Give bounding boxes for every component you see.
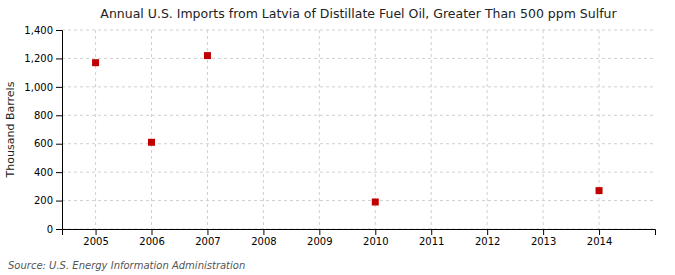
point xyxy=(92,59,99,66)
y-tick: 600 xyxy=(34,138,62,149)
point xyxy=(204,52,211,59)
y-tick-mark xyxy=(56,172,62,173)
x-tick: 2005 xyxy=(83,229,108,247)
y-tick-label: 200 xyxy=(34,195,53,206)
y-axis: 0 200 400 600 800 1,000 1,200 1,400 xyxy=(24,25,62,235)
grid-line-y xyxy=(62,172,655,173)
y-tick-label: 400 xyxy=(34,167,53,178)
grid-line-x xyxy=(487,30,488,229)
grid-line-y xyxy=(62,30,655,31)
grid-line-y xyxy=(62,115,655,116)
x-tick-mark xyxy=(319,229,320,235)
y-tick-mark xyxy=(56,30,62,31)
y-axis-line xyxy=(56,31,63,230)
y-tick: 1,400 xyxy=(24,25,62,36)
x-tick: 2011 xyxy=(419,229,444,247)
x-tick-mark xyxy=(152,229,153,235)
grid-line-y xyxy=(62,86,655,87)
x-tick: 2014 xyxy=(587,229,612,247)
grid-line-y xyxy=(62,58,655,59)
y-tick-mark xyxy=(56,87,62,88)
y-tick: 400 xyxy=(34,167,62,178)
x-tick-label: 2007 xyxy=(195,236,220,247)
chart: 2005 2006 2007 2008 2009 2010 2011 2012 2013 2014… xyxy=(0,0,675,275)
y-tick-mark xyxy=(56,144,62,145)
x-tick: 2008 xyxy=(251,229,276,247)
x-axis: 2005 2006 2007 2008 2009 2010 2011 2012 2013 2014 xyxy=(63,229,656,247)
grid-line-x xyxy=(263,30,264,229)
grid-line-x xyxy=(431,30,432,229)
y-tick-mark xyxy=(56,115,62,116)
point xyxy=(596,187,603,194)
grid xyxy=(62,30,655,229)
y-tick: 0 xyxy=(47,224,62,235)
y-tick-mark xyxy=(56,58,62,59)
y-axis-label: Thousand Barrels xyxy=(4,81,17,178)
grid-line-x xyxy=(319,30,320,229)
y-tick: 1,200 xyxy=(24,53,62,64)
y-tick: 200 xyxy=(34,195,62,206)
y-tick-label: 600 xyxy=(34,138,53,149)
x-tick: 2006 xyxy=(139,229,164,247)
y-tick-label: 1,000 xyxy=(24,82,53,93)
x-tick-label: 2014 xyxy=(587,236,612,247)
x-tick-label: 2006 xyxy=(139,236,164,247)
x-tick: 2013 xyxy=(531,229,556,247)
x-tick-mark xyxy=(96,229,97,235)
y-tick-label: 1,400 xyxy=(24,25,53,36)
grid-line-x xyxy=(151,30,152,229)
y-tick-label: 1,200 xyxy=(24,53,53,64)
x-tick-label: 2005 xyxy=(83,236,108,247)
points xyxy=(92,52,602,205)
y-tick-mark xyxy=(56,229,62,230)
x-tick-label: 2009 xyxy=(307,236,332,247)
point xyxy=(148,139,155,146)
y-tick-label: 0 xyxy=(47,224,53,235)
x-tick: 2010 xyxy=(363,229,388,247)
x-tick-mark xyxy=(263,229,264,235)
x-tick-mark xyxy=(543,229,544,235)
x-tick: 2012 xyxy=(475,229,500,247)
x-tick-mark xyxy=(375,229,376,235)
x-tick-mark xyxy=(599,229,600,235)
annotation: Source: U.S. Energy Information Administ… xyxy=(8,260,245,271)
x-axis-line xyxy=(63,230,656,236)
x-tick-label: 2010 xyxy=(363,236,388,247)
x-tick-label: 2008 xyxy=(251,236,276,247)
y-tick: 1,000 xyxy=(24,82,62,93)
grid-line-x xyxy=(599,30,600,229)
x-tick-label: 2011 xyxy=(419,236,444,247)
x-tick-mark xyxy=(431,229,432,235)
y-tick: 800 xyxy=(34,110,62,121)
x-tick: 2009 xyxy=(307,229,332,247)
plot: 2005 2006 2007 2008 2009 2010 2011 2012 2013 2014… xyxy=(24,25,655,247)
x-tick-mark xyxy=(487,229,488,235)
y-tick-label: 800 xyxy=(34,110,53,121)
grid-line-y xyxy=(62,200,655,201)
x-tick-mark xyxy=(207,229,208,235)
grid-line-x xyxy=(207,30,208,229)
x-tick: 2007 xyxy=(195,229,220,247)
x-tick-label: 2013 xyxy=(531,236,556,247)
x-tick-label: 2012 xyxy=(475,236,500,247)
title: Annual U.S. Imports from Latvia of Disti… xyxy=(100,6,617,21)
y-tick-mark xyxy=(56,201,62,202)
grid-line-x xyxy=(543,30,544,229)
point xyxy=(372,198,379,205)
